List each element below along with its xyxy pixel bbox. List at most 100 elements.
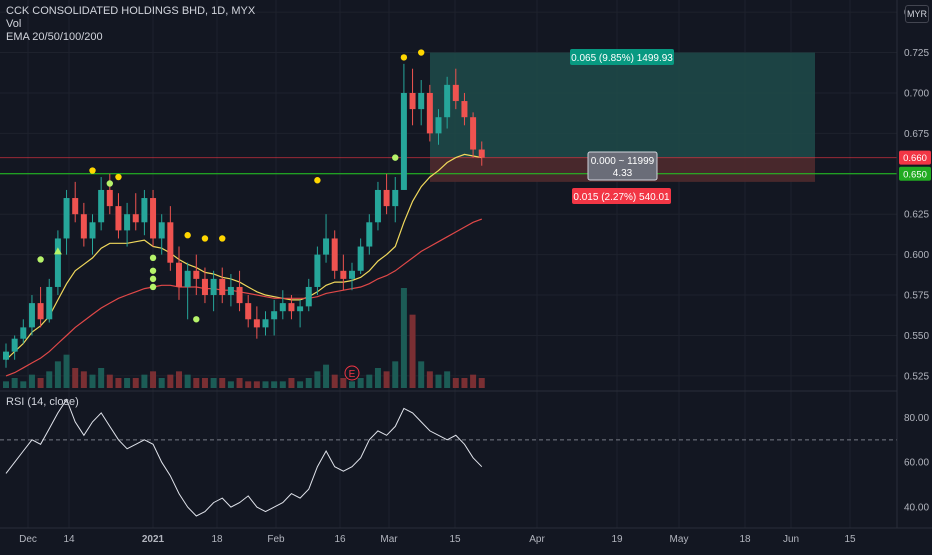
rsi-pane[interactable] <box>0 390 897 530</box>
candle-body <box>132 214 139 223</box>
candle-body <box>37 303 44 320</box>
symbol-title[interactable]: CCK CONSOLIDATED HOLDINGS BHD, 1D, MYX <box>6 5 256 17</box>
signal-dot-yellow <box>184 232 191 239</box>
x-tick-label: 18 <box>739 534 751 545</box>
chart-legend: CCK CONSOLIDATED HOLDINGS BHD, 1D, MYX V… <box>6 5 255 44</box>
candle-body <box>63 198 70 239</box>
candle-body <box>98 189 105 223</box>
volume-bar <box>80 371 87 388</box>
x-tick-label: Apr <box>529 534 545 545</box>
candle-body <box>409 92 416 110</box>
candle-body <box>72 198 79 215</box>
candle-body <box>323 238 330 255</box>
y-tick-label: 0.550 <box>904 331 929 342</box>
x-tick-label: 16 <box>334 534 346 545</box>
volume-bar <box>253 381 260 388</box>
currency-button[interactable]: MYR <box>905 5 929 23</box>
volume-bar <box>89 374 96 388</box>
volume-bar <box>236 378 243 388</box>
volume-legend[interactable]: Vol <box>6 18 22 30</box>
signal-dot-yellow <box>418 49 425 56</box>
ema20-line <box>5 153 482 361</box>
rsi-tick-label: 40.00 <box>904 503 929 514</box>
candle-body <box>184 270 191 287</box>
candlesticks[interactable] <box>3 63 485 368</box>
volume-bar <box>478 378 485 388</box>
candle-body <box>54 238 61 287</box>
candle-body <box>176 262 182 287</box>
volume-bar <box>340 378 347 388</box>
volume-bar <box>323 364 330 388</box>
volume-bar <box>470 374 477 388</box>
candle-body <box>210 278 217 296</box>
candle-body <box>106 189 113 207</box>
candle-body <box>11 338 18 352</box>
stop-tag-label: 0.015 (2.27%) 540.01 <box>573 192 670 203</box>
candle-body <box>3 351 9 360</box>
volume-bar <box>426 371 433 388</box>
x-tick-label: 19 <box>611 534 623 545</box>
volume-bar <box>400 288 407 388</box>
volume-bar <box>297 381 304 388</box>
time-axis-bg <box>0 528 932 550</box>
rsi-legend[interactable]: RSI (14, close) <box>6 396 79 408</box>
target-tag-label: 0.065 (9.85%) 1499.93 <box>571 53 673 64</box>
signal-dot-green <box>149 283 157 291</box>
volume-bar <box>349 381 355 388</box>
signal-dot-yellow <box>314 177 321 184</box>
x-tick-label: Dec <box>19 534 37 545</box>
volume-bar <box>184 374 191 388</box>
candle-body <box>193 270 200 279</box>
volume-bar <box>331 374 338 388</box>
position-labels: 0.065 (9.85%) 1499.93 0.015 (2.27%) 540.0… <box>570 49 674 204</box>
candle-body <box>271 311 278 320</box>
price-axis-bg <box>897 0 932 550</box>
candle-body <box>426 92 433 134</box>
volume-bar <box>132 378 139 388</box>
stop-tag-bg <box>572 188 671 204</box>
candle-body <box>444 84 451 118</box>
y-tick-label: 0.625 <box>904 210 929 221</box>
candle-body <box>349 270 355 279</box>
signal-dot-green <box>106 180 114 187</box>
volume-bars <box>3 288 485 388</box>
volume-bar <box>219 378 226 388</box>
candle-body <box>305 286 312 307</box>
ema-legend[interactable]: EMA 20/50/100/200 <box>6 31 103 43</box>
volume-bar <box>409 314 416 388</box>
x-tick-label: 15 <box>449 534 461 545</box>
x-tick-label: 14 <box>63 534 75 545</box>
volume-bar <box>314 371 321 388</box>
candle-body <box>236 286 243 304</box>
volume-bar <box>63 354 70 388</box>
volume-bar <box>176 371 182 388</box>
candle-body <box>245 303 252 320</box>
candle-body <box>314 254 321 287</box>
x-tick-label: Jun <box>783 534 799 545</box>
rsi-line <box>5 398 483 517</box>
volume-bar <box>20 381 27 388</box>
candle-body <box>357 246 364 271</box>
volume-bar <box>158 378 165 388</box>
volume-bar <box>141 374 148 388</box>
candle-body <box>418 92 425 110</box>
candle-body <box>452 84 459 102</box>
volume-bar <box>11 378 18 388</box>
x-tick-label: 2021 <box>142 534 165 545</box>
signal-triangle-green <box>53 247 62 255</box>
volume-bar <box>461 378 468 388</box>
volume-bar <box>72 368 79 388</box>
candle-body <box>400 92 407 190</box>
candle-body <box>392 189 399 207</box>
candle-body <box>227 286 234 296</box>
volume-bar <box>150 371 157 388</box>
candle-body <box>46 286 53 320</box>
y-tick-label: 0.525 <box>904 371 929 382</box>
candle-body <box>279 303 286 312</box>
signal-dot-green <box>392 154 399 161</box>
candle-body <box>288 303 295 312</box>
candle-body <box>262 319 269 328</box>
volume-bar <box>28 374 35 388</box>
